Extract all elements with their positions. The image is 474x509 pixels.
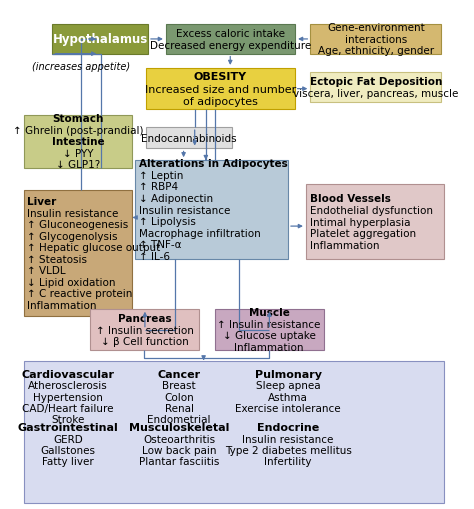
Text: ↑ Glycogenolysis: ↑ Glycogenolysis (27, 231, 118, 241)
Text: ↑ Steatosis: ↑ Steatosis (27, 254, 87, 264)
Text: Inflammation: Inflammation (310, 240, 380, 250)
Text: Gene-environment: Gene-environment (327, 23, 425, 33)
Text: Endothelial dysfunction: Endothelial dysfunction (310, 206, 433, 215)
Text: Insulin resistance: Insulin resistance (27, 208, 118, 218)
Text: ↓ PYY: ↓ PYY (63, 149, 93, 158)
Text: Endometrial: Endometrial (147, 414, 211, 424)
Text: Muscle: Muscle (249, 307, 290, 318)
Text: ↑ RBP4: ↑ RBP4 (139, 182, 178, 192)
Text: Blood Vessels: Blood Vessels (310, 194, 391, 204)
Text: viscera, liver, pancreas, muscle: viscera, liver, pancreas, muscle (293, 89, 458, 99)
Text: Exercise intolerance: Exercise intolerance (235, 403, 341, 413)
FancyBboxPatch shape (310, 73, 441, 103)
Text: Atherosclerosis: Atherosclerosis (28, 381, 108, 390)
Text: ↓ Glucose uptake: ↓ Glucose uptake (223, 331, 316, 341)
Text: Pulmonary: Pulmonary (255, 370, 321, 380)
FancyBboxPatch shape (135, 161, 288, 260)
Text: ↑ IL-6: ↑ IL-6 (139, 251, 170, 261)
Text: ↑ Insulin resistance: ↑ Insulin resistance (218, 319, 321, 329)
Text: GERD: GERD (53, 434, 83, 444)
FancyBboxPatch shape (215, 309, 324, 351)
Text: Inflammation: Inflammation (27, 300, 97, 310)
Text: Increased size and number: Increased size and number (145, 84, 296, 95)
FancyBboxPatch shape (53, 25, 148, 54)
Text: Gallstones: Gallstones (40, 445, 96, 455)
FancyBboxPatch shape (146, 69, 295, 110)
Text: Colon: Colon (164, 392, 194, 402)
Text: Asthma: Asthma (268, 392, 308, 402)
Text: ↓ Lipid oxidation: ↓ Lipid oxidation (27, 277, 116, 287)
Text: Plantar fasciitis: Plantar fasciitis (139, 456, 219, 466)
Text: Fatty liver: Fatty liver (42, 456, 94, 466)
Text: Gastrointestinal: Gastrointestinal (18, 422, 118, 433)
Text: Decreased energy expenditure: Decreased energy expenditure (150, 41, 311, 50)
Text: Infertility: Infertility (264, 456, 312, 466)
Text: Stroke: Stroke (51, 414, 85, 424)
Text: Stomach: Stomach (52, 114, 104, 124)
Text: Hypertension: Hypertension (33, 392, 103, 402)
Text: interactions: interactions (345, 35, 407, 45)
Text: Hypothalamus: Hypothalamus (53, 34, 148, 46)
Text: ↑ TNF-α: ↑ TNF-α (139, 240, 182, 250)
Text: ↓ Adiponectin: ↓ Adiponectin (139, 194, 213, 204)
FancyBboxPatch shape (24, 115, 132, 168)
Text: ↑ Ghrelin (post-prandial): ↑ Ghrelin (post-prandial) (13, 125, 143, 135)
Text: Liver: Liver (27, 196, 56, 207)
Text: Age, ethnicity, gender: Age, ethnicity, gender (318, 46, 434, 56)
Text: Insulin resistance: Insulin resistance (242, 434, 334, 444)
Text: ↑ Leptin: ↑ Leptin (139, 171, 183, 181)
Text: OBESITY: OBESITY (194, 72, 247, 82)
Text: ↓ GLP1?: ↓ GLP1? (56, 160, 100, 170)
Text: Ectopic Fat Deposition: Ectopic Fat Deposition (310, 77, 442, 87)
FancyBboxPatch shape (166, 25, 295, 54)
Text: Cardiovascular: Cardiovascular (21, 370, 115, 380)
FancyBboxPatch shape (306, 185, 444, 260)
Text: Renal: Renal (164, 403, 194, 413)
Text: Excess caloric intake: Excess caloric intake (176, 29, 285, 39)
Text: ↑ Lipolysis: ↑ Lipolysis (139, 217, 196, 227)
Text: Type 2 diabetes mellitus: Type 2 diabetes mellitus (225, 445, 352, 455)
Text: Macrophage infiltration: Macrophage infiltration (139, 229, 261, 238)
Text: CAD/Heart failure: CAD/Heart failure (22, 403, 114, 413)
FancyBboxPatch shape (24, 191, 132, 316)
FancyBboxPatch shape (24, 361, 444, 502)
Text: Sleep apnea: Sleep apnea (256, 381, 320, 390)
Text: Insulin resistance: Insulin resistance (139, 205, 230, 215)
FancyBboxPatch shape (310, 25, 441, 54)
Text: Pancreas: Pancreas (118, 314, 172, 323)
Text: Endocrine: Endocrine (257, 422, 319, 433)
Text: Breast: Breast (162, 381, 196, 390)
Text: Cancer: Cancer (157, 370, 201, 380)
Text: Platelet aggregation: Platelet aggregation (310, 229, 416, 239)
Text: of adipocytes: of adipocytes (183, 97, 258, 107)
FancyBboxPatch shape (146, 128, 232, 149)
Text: Inflammation: Inflammation (235, 342, 304, 352)
FancyBboxPatch shape (90, 309, 199, 351)
Text: Musculoskeletal: Musculoskeletal (129, 422, 229, 433)
Text: ↓ β Cell function: ↓ β Cell function (101, 336, 189, 347)
Text: Low back pain: Low back pain (142, 445, 217, 455)
Text: ↑ Insulin secretion: ↑ Insulin secretion (96, 325, 194, 335)
Text: ↑ Gluconeogenesis: ↑ Gluconeogenesis (27, 220, 128, 230)
Text: Intestine: Intestine (52, 137, 104, 147)
Text: ↑ Hepatic glucose output: ↑ Hepatic glucose output (27, 243, 160, 252)
Text: (increases appetite): (increases appetite) (32, 62, 130, 72)
Text: Alterations in Adipocytes: Alterations in Adipocytes (139, 159, 288, 169)
Text: ↑ C reactive protein: ↑ C reactive protein (27, 289, 133, 299)
Text: Intimal hyperplasia: Intimal hyperplasia (310, 217, 411, 227)
Text: ↑ VLDL: ↑ VLDL (27, 266, 66, 276)
Text: Osteoarthritis: Osteoarthritis (143, 434, 215, 444)
Text: Endocannabinoids: Endocannabinoids (141, 133, 237, 144)
